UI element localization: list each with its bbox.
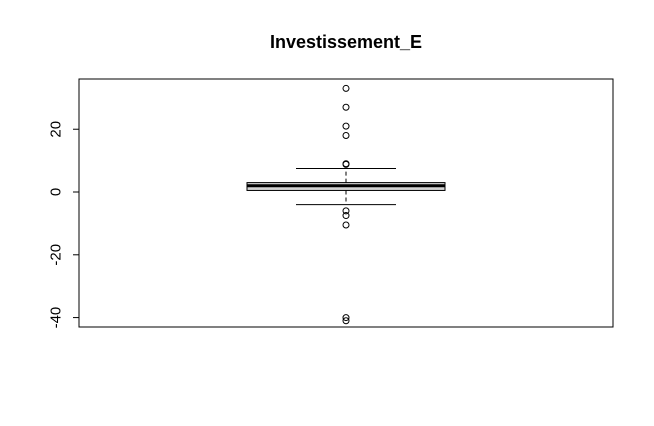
- box-group: [246, 167, 446, 206]
- outlier-point: [342, 212, 350, 220]
- y-tick-label: -40: [48, 307, 65, 329]
- outlier-point: [342, 122, 350, 130]
- plot-frame: [78, 78, 614, 328]
- outlier-point: [342, 221, 350, 229]
- y-tick-label: 20: [48, 121, 65, 138]
- y-tick-label: -20: [48, 244, 65, 266]
- outlier-point: [342, 132, 350, 140]
- outlier-point: [342, 207, 350, 215]
- y-axis: -40 -20 0 20: [48, 121, 80, 329]
- chart-title: Investissement_E: [270, 32, 422, 52]
- outlier-point: [342, 317, 350, 325]
- outlier-point: [342, 160, 350, 168]
- y-tick-label: 0: [48, 188, 65, 196]
- outlier-point: [342, 103, 350, 111]
- outlier-point: [342, 84, 350, 92]
- outlier-point: [342, 314, 350, 322]
- outlier-group: [342, 84, 350, 325]
